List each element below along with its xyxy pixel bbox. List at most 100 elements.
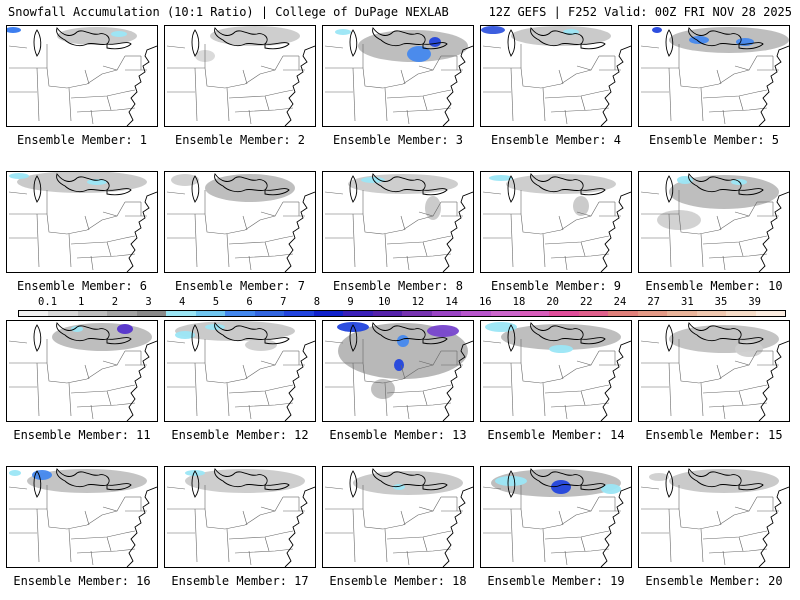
state-boundary	[386, 235, 452, 245]
ensemble-member-label: Ensemble Member: 11	[13, 428, 151, 442]
great-lakes-outline	[507, 29, 516, 57]
state-boundary	[9, 362, 118, 384]
snowfall-area	[649, 473, 669, 481]
ensemble-member-label: Ensemble Member: 15	[645, 428, 783, 442]
ensemble-member-label: Ensemble Member: 20	[645, 574, 783, 588]
ensemble-map-panel	[322, 25, 474, 127]
state-boundary	[194, 362, 198, 417]
colorbar-swatch	[19, 311, 49, 316]
ensemble-map-panel	[6, 171, 158, 273]
ensemble-member-label: Ensemble Member: 1	[16, 133, 148, 147]
state-boundary	[352, 362, 356, 417]
coastline	[284, 191, 315, 272]
colorbar-tick-label: 5	[212, 296, 220, 308]
snowfall-area	[427, 325, 459, 337]
snowfall-map	[324, 27, 473, 126]
state-boundary	[194, 508, 198, 563]
state-boundary	[386, 89, 452, 99]
snowfall-map	[324, 322, 473, 421]
state-boundary	[90, 404, 94, 420]
ensemble-member-label: Ensemble Member: 8	[332, 279, 464, 293]
ensemble-member-label: Ensemble Member: 3	[332, 133, 464, 147]
snowfall-map	[640, 322, 789, 421]
colorbar-tick-label: 1	[78, 296, 85, 308]
great-lakes-outline	[422, 483, 448, 491]
great-lakes-outline	[33, 175, 42, 203]
state-boundary	[422, 536, 428, 552]
snowfall-map	[166, 26, 315, 126]
ensemble-map-panel	[164, 320, 316, 422]
coastline	[442, 486, 473, 567]
colorbar-tick-label: 31	[681, 296, 694, 308]
coastline	[126, 45, 157, 126]
colorbar-swatch	[549, 311, 579, 316]
model-run-label: 12Z GEFS | F252 Valid: 00Z FRI NOV 28 20…	[488, 5, 792, 19]
colorbar-tick-label: 7	[280, 296, 287, 308]
state-boundary	[167, 508, 276, 530]
state-boundary	[564, 404, 568, 420]
state-boundary	[544, 384, 610, 394]
great-lakes-outline	[422, 42, 448, 50]
ensemble-map-panel	[638, 25, 790, 127]
state-boundary	[384, 87, 388, 122]
snowfall-map	[8, 468, 157, 567]
state-boundary	[167, 362, 276, 384]
map-title: Snowfall Accumulation (10:1 Ratio) | Col…	[8, 5, 449, 19]
ensemble-map-panel	[164, 25, 316, 127]
snowfall-map	[482, 322, 631, 421]
colorbar-swatch	[637, 311, 668, 316]
state-boundary	[510, 67, 514, 122]
state-boundary	[422, 241, 428, 257]
state-boundary	[422, 390, 428, 406]
snowfall-area	[175, 331, 195, 339]
coastline	[600, 486, 631, 567]
state-boundary	[558, 69, 564, 85]
colorbar-tick-label: 3	[145, 296, 152, 308]
state-boundary	[324, 486, 344, 490]
colorbar-swatch	[254, 311, 285, 316]
state-boundary	[324, 340, 344, 344]
ensemble-map-panel	[164, 466, 316, 568]
ensemble-map-panel	[322, 171, 474, 273]
snowfall-area	[117, 324, 133, 334]
colorbar-swatch	[402, 311, 432, 316]
state-boundary	[352, 213, 356, 268]
state-boundary	[640, 191, 660, 195]
state-boundary	[400, 364, 406, 380]
snowfall-area	[652, 27, 662, 33]
snowfall-area	[337, 322, 369, 332]
state-boundary	[102, 55, 126, 71]
great-lakes-outline	[422, 188, 448, 196]
ensemble-map-panel	[638, 466, 790, 568]
state-boundary	[76, 253, 136, 259]
great-lakes-outline	[738, 42, 764, 50]
snowfall-area	[175, 321, 295, 341]
state-boundary	[722, 109, 726, 125]
snowfall-map	[8, 322, 157, 421]
snowfall-area	[481, 26, 505, 34]
state-boundary	[400, 215, 406, 231]
snowfall-area	[397, 335, 409, 347]
state-boundary	[70, 235, 136, 245]
great-lakes-outline	[738, 483, 764, 491]
state-boundary	[722, 255, 726, 271]
ensemble-member-label: Ensemble Member: 6	[16, 279, 148, 293]
state-boundary	[76, 107, 136, 113]
state-boundary	[36, 213, 40, 268]
state-boundary	[564, 109, 568, 125]
ensemble-member-label: Ensemble Member: 19	[487, 574, 625, 588]
state-boundary	[90, 109, 94, 125]
ensemble-member-label: Ensemble Member: 2	[174, 133, 306, 147]
state-boundary	[264, 390, 270, 406]
colorbar-swatch	[313, 311, 344, 316]
great-lakes-outline	[191, 175, 200, 203]
state-boundary	[510, 508, 514, 563]
state-boundary	[702, 530, 768, 540]
ensemble-map-panel	[480, 171, 632, 273]
state-boundary	[386, 530, 452, 540]
snowfall-area	[335, 29, 351, 35]
snowfall-area	[549, 345, 573, 353]
snowfall-map	[640, 173, 789, 272]
state-boundary	[36, 362, 40, 417]
state-boundary	[400, 510, 406, 526]
